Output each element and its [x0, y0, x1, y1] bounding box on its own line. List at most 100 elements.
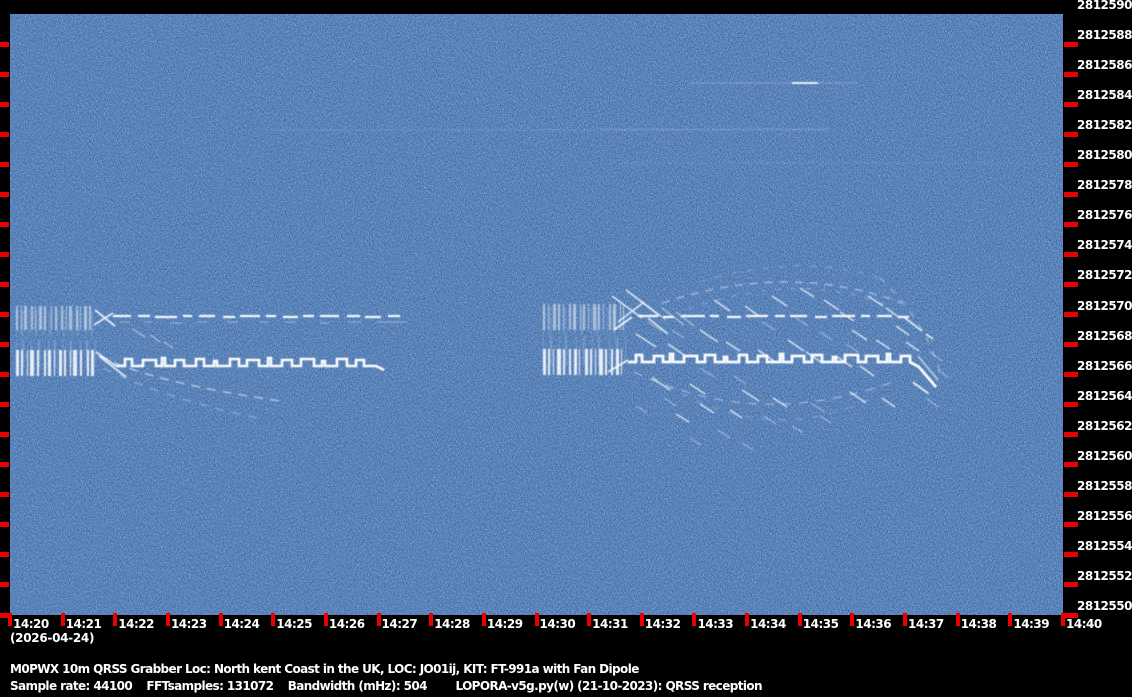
- freq-tick-left: [0, 432, 9, 438]
- time-tick: [639, 613, 644, 626]
- time-tick: [271, 613, 276, 626]
- time-tick: [903, 613, 908, 626]
- freq-tick-right: [1064, 372, 1078, 378]
- time-tick: [481, 613, 486, 626]
- date-label: (2026-04-24): [10, 631, 95, 645]
- time-label: 14:22: [118, 617, 154, 631]
- time-label: 14:32: [644, 617, 681, 631]
- freq-label: 28125880: [1077, 28, 1132, 43]
- freq-label: 28125660: [1077, 358, 1132, 373]
- time-label: 14:39: [1013, 617, 1050, 631]
- freq-label: 28125760: [1077, 208, 1132, 223]
- time-label: 14:26: [328, 617, 365, 631]
- freq-tick-left: [0, 41, 9, 47]
- time-label: 14:25: [276, 617, 312, 631]
- freq-label: 28125800: [1077, 148, 1132, 163]
- freq-tick-left: [0, 372, 9, 378]
- noise-background: [10, 14, 1063, 615]
- time-tick: [692, 613, 697, 626]
- freq-tick-right: [1064, 432, 1078, 438]
- time-label: 14:24: [223, 617, 260, 631]
- time-label: 14:34: [750, 617, 786, 631]
- freq-tick-left: [0, 522, 9, 528]
- freq-label: 28125640: [1077, 388, 1132, 403]
- freq-tick-right: [1064, 101, 1078, 107]
- freq-tick-left: [0, 71, 9, 77]
- time-label: 14:37: [908, 617, 944, 631]
- freq-tick-right: [1064, 612, 1078, 618]
- time-label: 14:38: [960, 617, 997, 631]
- freq-tick-right: [1064, 281, 1078, 287]
- station-info-line: M0PWX 10m QRSS Grabber Loc: North kent C…: [10, 662, 639, 676]
- freq-label: 28125680: [1077, 328, 1132, 343]
- time-label: 14:28: [434, 617, 470, 631]
- freq-tick-left: [0, 462, 9, 468]
- spectrogram: [10, 14, 1063, 615]
- freq-tick-right: [1064, 462, 1078, 468]
- freq-label: 28125720: [1077, 268, 1132, 283]
- time-tick: [429, 613, 434, 626]
- freq-tick-left: [0, 101, 9, 107]
- freq-tick-right: [1064, 71, 1078, 77]
- freq-tick-right: [1064, 492, 1078, 498]
- freq-tick-left: [0, 251, 9, 257]
- time-label: 14:20: [13, 617, 49, 631]
- time-tick: [797, 613, 802, 626]
- qrss-signal-left: [16, 296, 407, 420]
- freq-tick-left: [0, 161, 9, 167]
- freq-tick-right: [1064, 582, 1078, 588]
- time-tick: [165, 613, 170, 626]
- freq-label: 28125700: [1077, 298, 1132, 313]
- freq-tick-left: [0, 221, 9, 227]
- freq-tick-left: [0, 582, 9, 588]
- freq-label: 28125780: [1077, 178, 1132, 193]
- freq-label: 28125540: [1077, 538, 1132, 553]
- freq-tick-right: [1064, 312, 1078, 317]
- time-label: 14:27: [381, 617, 418, 631]
- time-label: 14:21: [65, 617, 102, 631]
- freq-tick-right: [1064, 402, 1078, 408]
- time-tick: [8, 613, 12, 626]
- qrss-signal-right: [543, 265, 950, 451]
- capture-settings-line: Sample rate: 44100 FFTsamples: 131072 Ba…: [10, 679, 763, 693]
- time-tick: [1061, 613, 1065, 626]
- freq-tick-left: [0, 312, 9, 317]
- time-tick: [60, 613, 65, 626]
- freq-label: 28125600: [1077, 448, 1132, 463]
- freq-label: 28125740: [1077, 238, 1132, 253]
- time-tick: [745, 613, 750, 626]
- time-label: 14:36: [855, 617, 892, 631]
- time-label: 14:23: [170, 617, 207, 631]
- freq-tick-right: [1064, 191, 1078, 197]
- time-label: 14:31: [592, 617, 628, 631]
- freq-tick-left: [0, 612, 9, 618]
- freq-tick-right: [1064, 221, 1078, 227]
- freq-label: 28125820: [1077, 118, 1132, 133]
- freq-tick-left: [0, 342, 9, 348]
- freq-tick-left: [0, 402, 9, 408]
- time-label: 14:33: [697, 617, 734, 631]
- time-tick: [218, 613, 223, 626]
- time-tick: [376, 613, 381, 626]
- time-label: 14:40: [1066, 617, 1102, 631]
- freq-tick-right: [1064, 342, 1078, 348]
- time-tick: [850, 613, 855, 626]
- time-tick: [323, 613, 328, 626]
- time-label: 14:30: [539, 617, 576, 631]
- time-tick: [955, 613, 960, 626]
- freq-label: 28125560: [1077, 508, 1132, 523]
- freq-tick-right: [1064, 41, 1078, 47]
- freq-tick-right: [1064, 552, 1078, 558]
- time-tick: [1008, 613, 1013, 626]
- freq-label: 28125620: [1077, 418, 1132, 433]
- freq-tick-left: [0, 131, 9, 137]
- time-label: 14:29: [486, 617, 523, 631]
- freq-label: 28125840: [1077, 88, 1132, 103]
- freq-label: 28125580: [1077, 478, 1132, 493]
- freq-tick-left: [0, 492, 9, 498]
- time-label: 14:35: [802, 617, 839, 631]
- time-tick: [113, 613, 118, 626]
- freq-label: 28125520: [1077, 568, 1132, 583]
- freq-tick-right: [1064, 161, 1078, 167]
- freq-tick-right: [1064, 522, 1078, 528]
